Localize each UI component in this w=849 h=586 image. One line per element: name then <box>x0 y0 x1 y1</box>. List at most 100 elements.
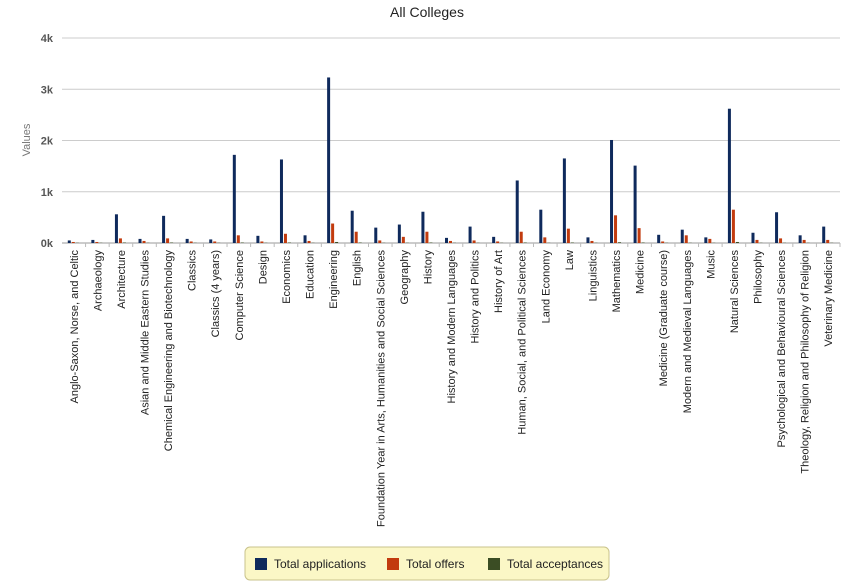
x-category-label: Classics <box>187 250 199 291</box>
legend-swatch <box>387 558 399 570</box>
y-tick-label: 4k <box>41 33 54 45</box>
bar-total-applications <box>492 236 496 243</box>
bar-total-offers <box>166 238 170 243</box>
bar-total-offers <box>543 237 547 243</box>
y-tick-label: 3k <box>41 84 54 96</box>
y-tick-label: 0k <box>41 238 54 250</box>
bar-total-offers <box>213 241 217 243</box>
x-category-label: Economics <box>281 250 293 304</box>
bar-total-acceptances <box>570 242 574 243</box>
bar-total-applications <box>445 237 448 243</box>
bar-total-applications <box>798 235 802 243</box>
bar-total-applications <box>138 238 142 243</box>
bar-total-applications <box>67 240 71 243</box>
bar-total-offers <box>519 231 523 243</box>
x-category-label: Medicine (Graduate course) <box>658 250 670 386</box>
bar-total-acceptances <box>122 242 126 243</box>
bar-total-applications <box>562 158 566 243</box>
bar-total-offers <box>779 238 783 243</box>
x-category-label: Land Economy <box>540 250 552 324</box>
bar-total-applications <box>91 239 95 243</box>
x-category-label: Classics (4 years) <box>210 250 222 337</box>
legend-label: Total offers <box>406 557 464 571</box>
bar-total-offers <box>71 241 75 243</box>
bar-total-acceptances <box>429 242 433 243</box>
bar-total-offers <box>802 239 806 243</box>
x-category-label: English <box>352 250 364 286</box>
y-tick-label: 1k <box>41 187 54 199</box>
bar-total-offers <box>331 223 335 243</box>
x-category-label: Theology, Religion and Philosophy of Rel… <box>800 250 812 474</box>
bar-total-offers <box>684 235 688 243</box>
y-tick-label: 2k <box>41 136 54 148</box>
bar-total-applications <box>303 235 307 243</box>
bar-total-offers <box>95 241 99 243</box>
bar-total-applications <box>822 226 826 243</box>
bar-total-offers <box>826 239 830 243</box>
x-category-label: Archaeology <box>92 250 104 312</box>
bar-total-offers <box>449 240 452 243</box>
bar-total-acceptances <box>523 242 527 243</box>
bar-total-acceptances <box>641 242 645 243</box>
bars <box>67 77 834 244</box>
x-category-label: Philosophy <box>752 250 764 304</box>
bar-total-applications <box>350 210 354 243</box>
bar-total-applications <box>704 237 708 243</box>
bar-total-offers <box>118 238 122 243</box>
bar-total-offers <box>566 228 570 243</box>
x-axis-labels: Anglo-Saxon, Norse, and Celtic Archaeolog… <box>69 243 841 527</box>
bar-total-applications <box>586 237 590 243</box>
bar-total-applications <box>775 212 779 243</box>
bar-total-offers <box>378 240 382 243</box>
bar-total-offers <box>142 240 146 243</box>
x-category-label: Human, Social, and Political Sciences <box>517 250 529 435</box>
bar-total-offers <box>661 241 665 243</box>
bar-total-acceptances <box>358 242 362 243</box>
x-category-label: Computer Science <box>234 250 246 341</box>
bar-total-offers <box>401 236 405 243</box>
bar-total-applications <box>374 227 378 243</box>
bar-total-applications <box>468 226 472 243</box>
x-category-label: Chemical Engineering and Biotechnology <box>163 250 175 452</box>
bar-total-offers <box>354 231 358 243</box>
legend-swatch <box>488 558 500 570</box>
bar-total-offers <box>614 215 618 243</box>
x-category-label: Veterinary Medicine <box>823 250 835 347</box>
bar-total-applications <box>421 211 425 243</box>
bar-total-applications <box>256 235 260 243</box>
x-category-label: Modern and Medieval Languages <box>682 250 694 414</box>
bar-total-applications <box>657 234 661 243</box>
bar-total-applications <box>397 224 401 243</box>
legend-box <box>244 546 610 581</box>
bar-total-offers <box>755 239 759 243</box>
bar-total-acceptances <box>170 242 174 243</box>
bar-total-offers <box>637 228 641 243</box>
legend-label: Total acceptances <box>507 557 603 571</box>
bar-total-applications <box>515 180 519 243</box>
bar-total-acceptances <box>618 242 622 243</box>
x-category-label: History and Politics <box>470 250 482 344</box>
bar-total-acceptances <box>735 241 739 243</box>
x-category-label: Psychological and Behavioural Sciences <box>776 250 788 448</box>
x-category-label: History <box>422 250 434 285</box>
x-category-label: Law <box>564 250 576 270</box>
x-category-label: Natural Sciences <box>729 250 741 334</box>
bar-total-offers <box>283 233 287 243</box>
bar-total-offers <box>590 240 594 243</box>
bar-total-offers <box>708 238 712 243</box>
bar-total-applications <box>232 154 236 243</box>
x-category-label: History of Art <box>493 250 505 313</box>
bar-total-applications <box>680 229 684 243</box>
y-axis-title: Values <box>21 123 33 156</box>
bar-total-offers <box>731 209 735 243</box>
bar-total-offers <box>307 240 311 243</box>
x-category-label: Education <box>305 250 317 299</box>
bar-total-applications <box>751 232 755 243</box>
x-category-label: Medicine <box>635 250 647 294</box>
x-category-label: Music <box>705 250 717 279</box>
bar-total-applications <box>279 159 283 243</box>
bar-total-offers <box>472 240 476 243</box>
x-category-label: Geography <box>399 250 411 305</box>
x-category-label: Foundation Year in Arts, Humanities and … <box>375 250 387 527</box>
